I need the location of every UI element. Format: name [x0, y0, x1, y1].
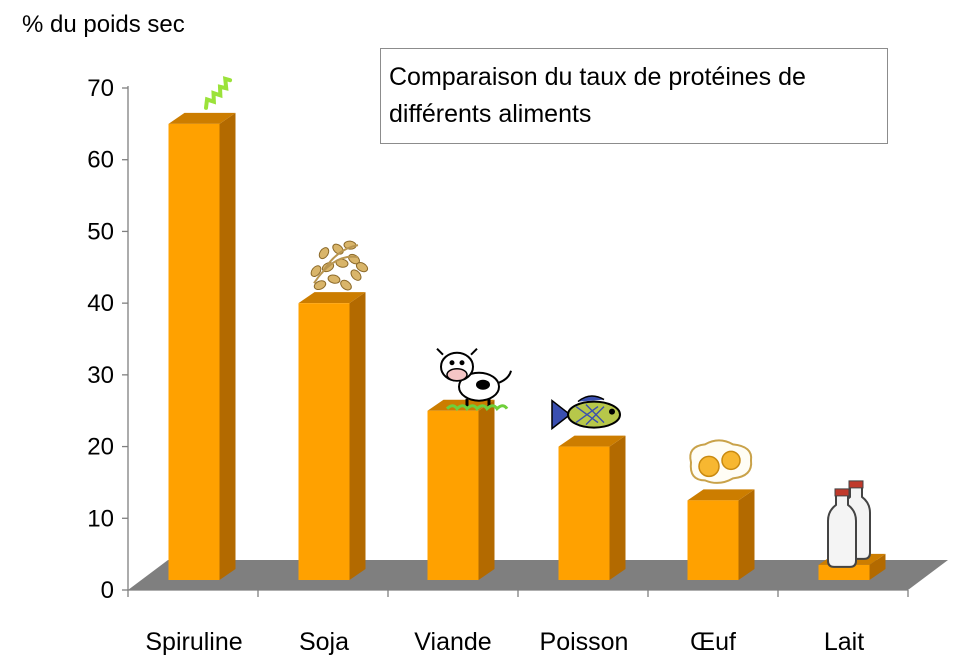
- bar-side: [219, 112, 236, 580]
- y-axis-label: % du poids sec: [22, 11, 185, 38]
- category-label: Viande: [414, 628, 491, 656]
- category-label: Spiruline: [145, 628, 242, 656]
- bar-side: [478, 399, 495, 580]
- bar-front: [168, 123, 220, 580]
- y-tick-label: 60: [87, 147, 114, 174]
- bar-top: [558, 435, 626, 447]
- y-tick-label: 50: [87, 218, 114, 245]
- category-label: Poisson: [540, 628, 629, 656]
- bar-side: [609, 435, 626, 580]
- bars: [168, 112, 886, 580]
- bar-side: [869, 553, 886, 580]
- bar-front: [818, 564, 870, 580]
- category-label: Lait: [824, 628, 864, 656]
- spirulina-icon: [203, 76, 233, 110]
- bar-top: [298, 292, 366, 304]
- bar-top: [687, 489, 755, 501]
- bar-spiruline: [168, 112, 236, 580]
- bar-front: [687, 500, 739, 580]
- fish-icon: [551, 395, 621, 431]
- bar-front: [298, 303, 350, 580]
- bar-side: [349, 292, 366, 580]
- milk-bottles-icon: [827, 480, 871, 568]
- y-tick-label: 10: [87, 505, 114, 532]
- bar-top: [168, 112, 236, 124]
- bar-side: [738, 489, 755, 580]
- y-tick-label: 40: [87, 290, 114, 317]
- bar-front: [427, 410, 479, 580]
- fried-egg-icon: [689, 439, 753, 484]
- y-tick-label: 20: [87, 434, 114, 461]
- cow-icon: [436, 348, 512, 412]
- food-icons: [203, 76, 871, 568]
- bar-soja: [298, 292, 366, 580]
- y-tick-label: 70: [87, 75, 114, 102]
- y-axis: 0 10 20 30 40 50 60 70: [87, 75, 909, 604]
- y-tick-label: 30: [87, 362, 114, 389]
- category-label: Œuf: [690, 628, 736, 656]
- chart-title: Comparaison du taux de protéines de diff…: [380, 48, 888, 144]
- soybean-sprouts-icon: [310, 240, 369, 291]
- y-tick-label: 0: [101, 577, 114, 604]
- bar-œuf: [687, 489, 755, 580]
- category-label: Soja: [299, 628, 349, 656]
- category-labels: Spiruline Soja Viande Poisson Œuf Lait: [145, 628, 864, 656]
- bar-front: [558, 446, 610, 580]
- bar-poisson: [558, 435, 626, 580]
- bar-viande: [427, 399, 495, 580]
